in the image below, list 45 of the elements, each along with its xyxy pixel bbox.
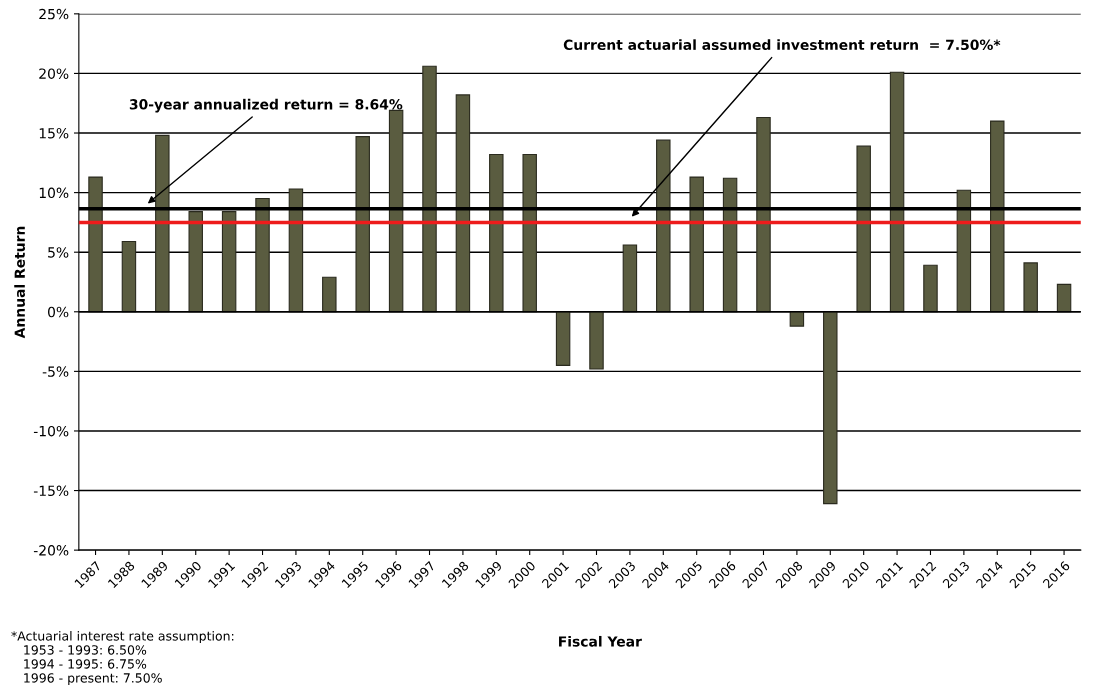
x-axis-title: Fiscal Year [559, 635, 642, 647]
bar [956, 189, 972, 313]
bar [221, 211, 237, 313]
bar [121, 240, 137, 313]
bar [422, 65, 437, 313]
y-tick-label: 15% [39, 127, 69, 139]
bar [856, 145, 871, 313]
bar [255, 198, 270, 313]
ref-line-label: 30-year annualized return = 8.64% [129, 98, 403, 113]
bar [756, 116, 771, 313]
bar [1056, 283, 1072, 313]
bar [555, 311, 571, 366]
y-tick-label: -5% [42, 366, 69, 377]
y-tick-label: 10% [39, 187, 69, 199]
text: *Actuarial interest rate assumption: 1953 - 1993: 6.50% 1994 - 1995: 6.75% 1996 - present: 7.50% [11, 630, 234, 686]
bar [990, 120, 1005, 313]
y-tick-label: -20% [33, 545, 69, 556]
bar [88, 176, 103, 313]
bar [155, 134, 170, 313]
y-tick-label: -10% [33, 425, 69, 437]
y-tick-label: 0% [48, 306, 69, 318]
bar [1023, 262, 1038, 313]
bar [589, 311, 604, 370]
ref-line-label: Current actuarial assumed investment return = 7.50%* [563, 39, 1001, 51]
bar [288, 188, 304, 313]
bar [823, 311, 838, 505]
y-tick-label: 20% [39, 68, 69, 79]
bar [689, 176, 704, 313]
y-tick-label: 5% [48, 247, 69, 258]
bar [789, 311, 805, 327]
bar [923, 264, 938, 313]
bar [722, 177, 738, 313]
bar [889, 71, 905, 313]
y-tick-label: -15% [33, 485, 69, 497]
bar [489, 153, 504, 313]
y-tick-label: 25% [39, 8, 69, 20]
bar [388, 109, 404, 313]
bar [188, 211, 203, 313]
bar [522, 153, 537, 313]
y-axis-title: Annual Return [14, 226, 25, 339]
bar [656, 139, 671, 313]
bar [622, 244, 638, 313]
bar [455, 94, 471, 313]
bar [355, 136, 370, 313]
bar [322, 276, 337, 313]
